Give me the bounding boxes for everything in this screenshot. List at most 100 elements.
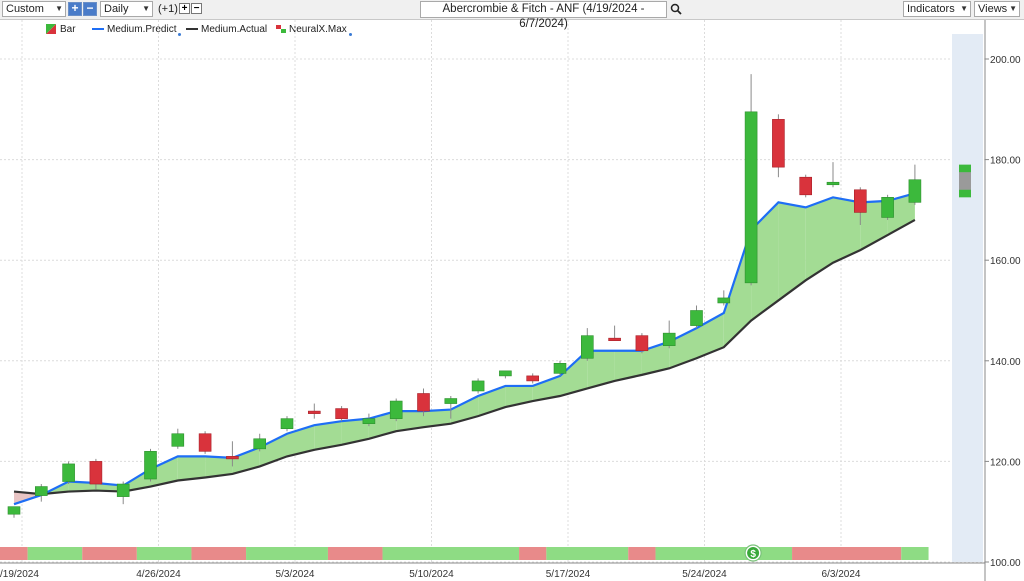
candle-body: [799, 176, 813, 196]
candle: [690, 305, 703, 329]
y-tick-label: 180.00: [990, 156, 1021, 167]
candle: [389, 398, 403, 422]
indicator-lines: [13, 192, 916, 506]
zoom-out-button[interactable]: −: [83, 2, 97, 16]
signal-segment: [136, 547, 192, 560]
candle-body: [116, 483, 130, 497]
signal-segment: [82, 547, 137, 560]
zoom-in-button[interactable]: +: [68, 2, 82, 16]
forecast-column: [952, 34, 983, 562]
candle: [198, 431, 212, 454]
candle: [89, 458, 103, 490]
band-segment: [177, 456, 206, 481]
bar-swatch-icon: [46, 24, 56, 35]
candle: [881, 194, 894, 220]
band-segment: [532, 375, 560, 402]
candle-body: [662, 332, 676, 347]
candle-body: [635, 335, 649, 352]
x-tick-label: 5/3/2024: [276, 569, 315, 580]
settings-dot-icon: [178, 33, 182, 36]
candle: [7, 506, 21, 518]
band-segment: [778, 202, 806, 301]
settings-dot-icon: [348, 33, 352, 36]
signal-segment: [901, 547, 929, 560]
candle: [144, 448, 157, 482]
candle: [253, 433, 266, 452]
signal-segment: [382, 547, 520, 560]
candle: [662, 320, 676, 349]
dollar-icon-glyph: $: [750, 549, 756, 560]
candle-body: [744, 111, 758, 284]
candle: [717, 290, 731, 306]
candle: [635, 333, 649, 354]
views-label: Views: [978, 3, 1008, 15]
candle: [608, 325, 621, 341]
x-tick-label: 5/10/2024: [409, 569, 454, 580]
views-button[interactable]: Views ▼: [974, 1, 1020, 17]
candle-body: [526, 375, 540, 382]
candle: [62, 461, 75, 485]
candle-body: [389, 400, 403, 419]
x-tick-label: 4/26/2024: [136, 569, 181, 580]
candle-body: [417, 393, 430, 412]
candle: [580, 328, 594, 361]
candle-body: [89, 461, 103, 485]
price-chart[interactable]: $ 100.00 120.00 140.00 160.00 180.00 200.00 /…: [0, 20, 1024, 581]
offset-decrease-button[interactable]: −: [191, 3, 202, 14]
signal-segment: [628, 547, 656, 560]
signal-segment: [327, 547, 383, 560]
search-icon[interactable]: [670, 3, 682, 15]
signal-segment: [27, 547, 83, 560]
candle: [362, 413, 376, 427]
candle: [744, 74, 758, 286]
candle: [226, 441, 239, 467]
indicators-button[interactable]: Indicators ▼: [903, 1, 971, 17]
signal-segment: [546, 547, 629, 560]
legend-bar[interactable]: Bar: [46, 24, 76, 36]
candle: [499, 370, 512, 379]
candle-body: [226, 456, 239, 460]
y-axis-bg: [985, 20, 1024, 581]
legend-predict[interactable]: Medium.Predict: [92, 24, 182, 36]
band-segment: [751, 202, 779, 321]
candle: [799, 174, 813, 198]
candle-body: [62, 463, 75, 482]
candle: [908, 164, 922, 205]
band-segment: [314, 421, 342, 450]
forecast-median: [959, 172, 971, 190]
band-segment: [123, 468, 151, 492]
candle: [826, 162, 840, 188]
y-tick-label: 100.00: [990, 558, 1021, 569]
chevron-down-icon: ▼: [1009, 4, 1017, 13]
band-segment: [287, 425, 315, 457]
candle: [335, 406, 348, 422]
interval-select[interactable]: Daily ▼: [100, 1, 153, 17]
candle: [526, 373, 540, 384]
x-tick-label: 5/24/2024: [682, 569, 727, 580]
band-segment: [341, 418, 369, 445]
band-segment: [205, 456, 233, 478]
band-segment: [669, 328, 697, 369]
signal-segment: [0, 547, 28, 560]
chart-title[interactable]: Abercrombie & Fitch - ANF (4/19/2024 - 6…: [420, 1, 667, 30]
candle-body: [198, 433, 212, 452]
candle-body: [826, 181, 840, 186]
candles: [7, 74, 922, 518]
band-segment: [723, 230, 752, 348]
signal-segment: [246, 547, 328, 560]
x-tick-label: 6/3/2024: [822, 569, 861, 580]
forecast-area: [952, 34, 983, 562]
band-segment: [641, 341, 670, 375]
y-tick-label: 120.00: [990, 457, 1021, 468]
candle: [280, 416, 294, 432]
candle: [307, 403, 321, 419]
chevron-down-icon: ▼: [960, 4, 968, 13]
legend-neuralx[interactable]: NeuralX.Max: [276, 24, 352, 36]
legend-actual[interactable]: Medium.Actual: [186, 24, 267, 36]
period-select[interactable]: Custom ▼: [2, 1, 66, 17]
candle-body: [772, 119, 785, 168]
y-axis: 100.00 120.00 140.00 160.00 180.00 200.00: [984, 20, 1024, 581]
candle: [444, 396, 458, 419]
offset-increase-button[interactable]: +: [179, 3, 190, 14]
y-tick-label: 200.00: [990, 55, 1021, 66]
